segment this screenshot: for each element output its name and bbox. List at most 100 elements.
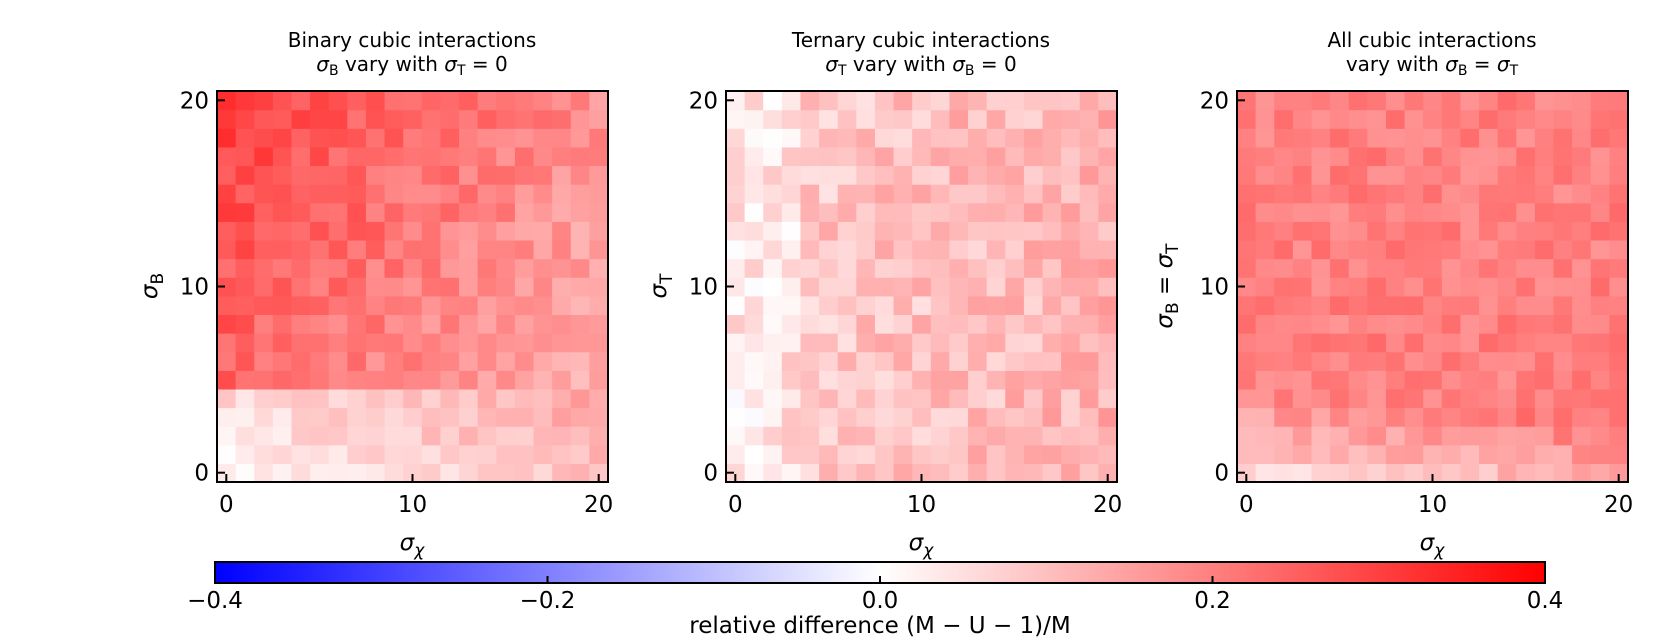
heatmap-cell xyxy=(440,444,460,464)
heatmap-cell xyxy=(819,351,839,371)
heatmap-cell xyxy=(1005,258,1025,278)
heatmap-cell xyxy=(1534,388,1555,409)
heatmap-cell xyxy=(1311,258,1331,278)
colorbar-tick-label: −0.2 xyxy=(520,588,576,614)
heatmap-cell xyxy=(912,388,932,409)
heatmap-cell xyxy=(291,109,311,129)
heatmap-cell xyxy=(763,109,783,129)
heatmap-cell xyxy=(781,407,802,427)
heatmap-cell xyxy=(1348,277,1368,297)
heatmap-cell xyxy=(893,258,913,278)
heatmap-cell xyxy=(589,444,609,464)
panel-all-ticks: 0 10 20 0 10 20 xyxy=(1200,88,1634,518)
heatmap-cell xyxy=(949,109,969,129)
heatmap-cell xyxy=(1237,202,1257,222)
heatmap-cell xyxy=(589,333,609,353)
heatmap-cell xyxy=(1441,146,1462,167)
heatmap-cell xyxy=(837,109,857,129)
heatmap-cell xyxy=(1292,444,1313,464)
heatmap-cell xyxy=(930,370,951,390)
heatmap-cell xyxy=(365,444,386,464)
heatmap-cell xyxy=(1497,277,1517,297)
heatmap-cell xyxy=(1348,258,1368,278)
heatmap-cell xyxy=(912,444,932,464)
heatmap-cell xyxy=(1385,165,1406,185)
heatmap-cell xyxy=(1553,351,1573,371)
heatmap-cell xyxy=(837,277,857,297)
heatmap-cell xyxy=(726,463,746,483)
heatmap-cell xyxy=(310,388,330,409)
heatmap-cell xyxy=(459,444,479,464)
heatmap-cell xyxy=(403,351,423,371)
heatmap-cell xyxy=(589,239,609,260)
heatmap-cell xyxy=(1023,202,1044,222)
heatmap-cell xyxy=(912,333,932,353)
heatmap-cell xyxy=(1479,221,1499,241)
heatmap-cell xyxy=(1367,221,1387,241)
heatmap-cell xyxy=(1079,407,1099,427)
heatmap-cell xyxy=(800,388,820,409)
heatmap-cell xyxy=(930,146,951,167)
heatmap-cell xyxy=(949,463,969,483)
heatmap-cell xyxy=(1237,239,1257,260)
heatmap-cell xyxy=(1005,91,1025,111)
heatmap-cell xyxy=(235,146,255,167)
heatmap-cell xyxy=(1497,295,1517,316)
heatmap-cell xyxy=(459,388,479,409)
heatmap-cell xyxy=(533,109,553,129)
heatmap-cell xyxy=(930,351,951,371)
heatmap-cell xyxy=(421,165,442,185)
heatmap-cell xyxy=(496,444,516,464)
heatmap-cell xyxy=(1330,407,1350,427)
heatmap-cell xyxy=(986,128,1006,148)
heatmap-cell xyxy=(1348,128,1368,148)
heatmap-cell xyxy=(856,165,876,185)
heatmap-cell xyxy=(781,184,802,204)
heatmap-cell xyxy=(763,165,783,185)
heatmap-cell xyxy=(217,351,237,371)
heatmap-cell xyxy=(1553,184,1573,204)
heatmap-cell xyxy=(1330,370,1350,390)
heatmap-cell xyxy=(459,109,479,129)
heatmap-cell xyxy=(310,165,330,185)
heatmap-cell xyxy=(570,258,590,278)
heatmap-cell xyxy=(1079,333,1099,353)
heatmap-cell xyxy=(1609,351,1629,371)
heatmap-cell xyxy=(1274,388,1294,409)
heatmap-cell xyxy=(328,444,348,464)
heatmap-cell xyxy=(744,444,764,464)
heatmap-cell xyxy=(1367,146,1387,167)
heatmap-cell xyxy=(1023,128,1044,148)
heatmap-cell xyxy=(1497,91,1517,111)
heatmap-cell xyxy=(968,295,988,316)
heatmap-cell xyxy=(968,239,988,260)
heatmap-cell xyxy=(365,277,386,297)
heatmap-cell xyxy=(949,426,969,446)
heatmap-cell xyxy=(1005,388,1025,409)
heatmap-cell xyxy=(477,333,497,353)
heatmap-cell xyxy=(949,239,969,260)
heatmap-cell xyxy=(235,370,255,390)
heatmap-cell xyxy=(986,91,1006,111)
heatmap-cell xyxy=(365,202,386,222)
heatmap-cell xyxy=(1098,426,1118,446)
heatmap-cell xyxy=(1255,128,1275,148)
heatmap-cell xyxy=(1534,333,1555,353)
heatmap-cell xyxy=(272,314,293,334)
heatmap-cell xyxy=(781,277,802,297)
heatmap-cell xyxy=(570,91,590,111)
heatmap-cell xyxy=(1516,295,1536,316)
heatmap-cell xyxy=(347,165,367,185)
heatmap-cell xyxy=(310,407,330,427)
heatmap-cell xyxy=(552,295,572,316)
heatmap-cell xyxy=(365,165,386,185)
heatmap-cell xyxy=(589,388,609,409)
heatmap-cell xyxy=(819,388,839,409)
heatmap-cell xyxy=(1237,277,1257,297)
panel-ternary-ylabel: σT xyxy=(646,273,677,299)
heatmap-cell xyxy=(1460,351,1480,371)
heatmap-cell xyxy=(217,370,237,390)
heatmap-cell xyxy=(254,351,274,371)
heatmap-cell xyxy=(800,184,820,204)
